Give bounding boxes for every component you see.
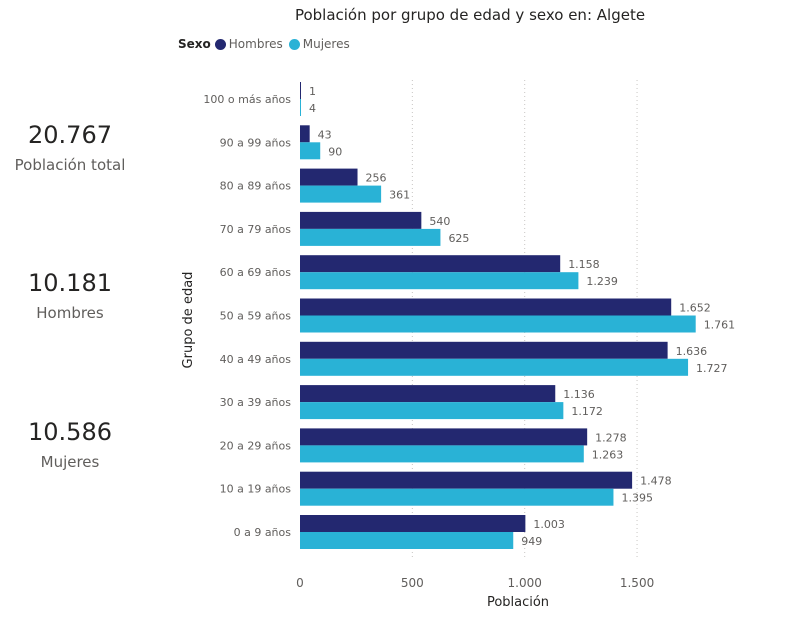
chart-legend: Sexo Hombres Mujeres (178, 37, 356, 51)
x-tick-label-2: 1.000 (508, 576, 542, 590)
data-label-hombres-2: 256 (366, 172, 387, 185)
data-label-mujeres-3: 625 (448, 232, 469, 245)
kpi-total-label: Población total (14, 156, 126, 174)
data-label-hombres-8: 1.278 (595, 431, 627, 444)
y-tick-label-8: 20 a 29 años (220, 439, 292, 452)
kpi-hombres-value: 10.181 (28, 269, 112, 297)
data-label-mujeres-0: 4 (309, 102, 316, 115)
data-label-hombres-1: 43 (318, 128, 332, 141)
bar-mujeres-9 (300, 488, 614, 506)
legend-label-hombres: Hombres (228, 37, 283, 51)
kpi-mujeres-label: Mujeres (40, 453, 100, 471)
y-tick-label-4: 60 a 69 años (220, 266, 292, 279)
bar-mujeres-3 (300, 228, 441, 246)
data-label-mujeres-1: 90 (328, 145, 342, 158)
y-tick-label-3: 70 a 79 años (220, 223, 292, 236)
bar-hombres-5 (300, 298, 672, 316)
data-label-hombres-0: 1 (309, 85, 316, 98)
y-tick-label-2: 80 a 89 años (220, 180, 292, 193)
bar-hombres-9 (300, 471, 633, 489)
bar-hombres-3 (300, 211, 422, 229)
legend-label-mujeres: Mujeres (302, 37, 350, 51)
legend-item-hombres[interactable]: Hombres (214, 37, 283, 51)
data-label-mujeres-4: 1.239 (586, 275, 618, 288)
kpi-poblacion-total: 20.767 Población total (0, 120, 140, 176)
y-tick-label-9: 10 a 19 años (220, 483, 292, 496)
y-axis-title: Grupo de edad (181, 272, 196, 369)
data-label-mujeres-2: 361 (389, 189, 410, 202)
x-tick-label-1: 500 (401, 576, 424, 590)
bar-mujeres-1 (300, 142, 321, 160)
bar-mujeres-2 (300, 185, 382, 203)
data-label-mujeres-7: 1.172 (571, 405, 603, 418)
data-label-hombres-9: 1.478 (640, 475, 672, 488)
y-tick-label-5: 50 a 59 años (220, 310, 292, 323)
data-label-mujeres-9: 1.395 (621, 492, 653, 505)
y-tick-label-0: 100 o más años (203, 93, 291, 106)
data-label-mujeres-8: 1.263 (592, 448, 624, 461)
data-label-mujeres-10: 949 (521, 535, 542, 548)
data-label-mujeres-5: 1.761 (704, 319, 736, 332)
bar-mujeres-10 (300, 532, 514, 549)
bar-hombres-7 (300, 385, 556, 403)
bar-hombres-6 (300, 341, 668, 359)
y-tick-label-6: 40 a 49 años (220, 353, 292, 366)
bar-hombres-8 (300, 428, 588, 446)
data-label-hombres-10: 1.003 (533, 518, 565, 531)
legend-title: Sexo (178, 37, 211, 51)
bar-mujeres-4 (300, 272, 579, 290)
x-tick-label-3: 1.500 (620, 576, 654, 590)
bar-hombres-0 (300, 82, 301, 99)
y-tick-label-10: 0 a 9 años (234, 526, 292, 539)
bar-mujeres-6 (300, 358, 689, 376)
data-label-hombres-7: 1.136 (563, 388, 595, 401)
y-tick-label-1: 90 a 99 años (220, 136, 292, 149)
bar-hombres-10 (300, 515, 526, 532)
bar-hombres-1 (300, 125, 310, 143)
legend-item-mujeres[interactable]: Mujeres (288, 37, 350, 51)
kpi-hombres: 10.181 Hombres (0, 268, 140, 324)
kpi-total-value: 20.767 (28, 121, 112, 149)
bar-mujeres-0 (300, 99, 301, 116)
bar-mujeres-5 (300, 315, 696, 333)
data-label-mujeres-6: 1.727 (696, 362, 728, 375)
kpi-mujeres-value: 10.586 (28, 418, 112, 446)
kpi-hombres-label: Hombres (36, 304, 104, 322)
data-label-hombres-4: 1.158 (568, 258, 600, 271)
bar-mujeres-8 (300, 445, 584, 463)
bar-hombres-2 (300, 168, 358, 186)
y-tick-label-7: 30 a 39 años (220, 396, 292, 409)
data-label-hombres-6: 1.636 (676, 345, 708, 358)
legend-dot-mujeres (288, 38, 300, 50)
chart-title: Población por grupo de edad y sexo en: A… (294, 6, 646, 24)
bar-hombres-4 (300, 255, 561, 273)
kpi-mujeres: 10.586 Mujeres (0, 417, 140, 473)
bar-mujeres-7 (300, 402, 564, 420)
data-label-hombres-5: 1.652 (679, 302, 711, 315)
data-label-hombres-3: 540 (429, 215, 450, 228)
x-axis-title: Población (487, 595, 549, 610)
x-tick-label-0: 0 (296, 576, 304, 590)
legend-dot-hombres (214, 38, 226, 50)
